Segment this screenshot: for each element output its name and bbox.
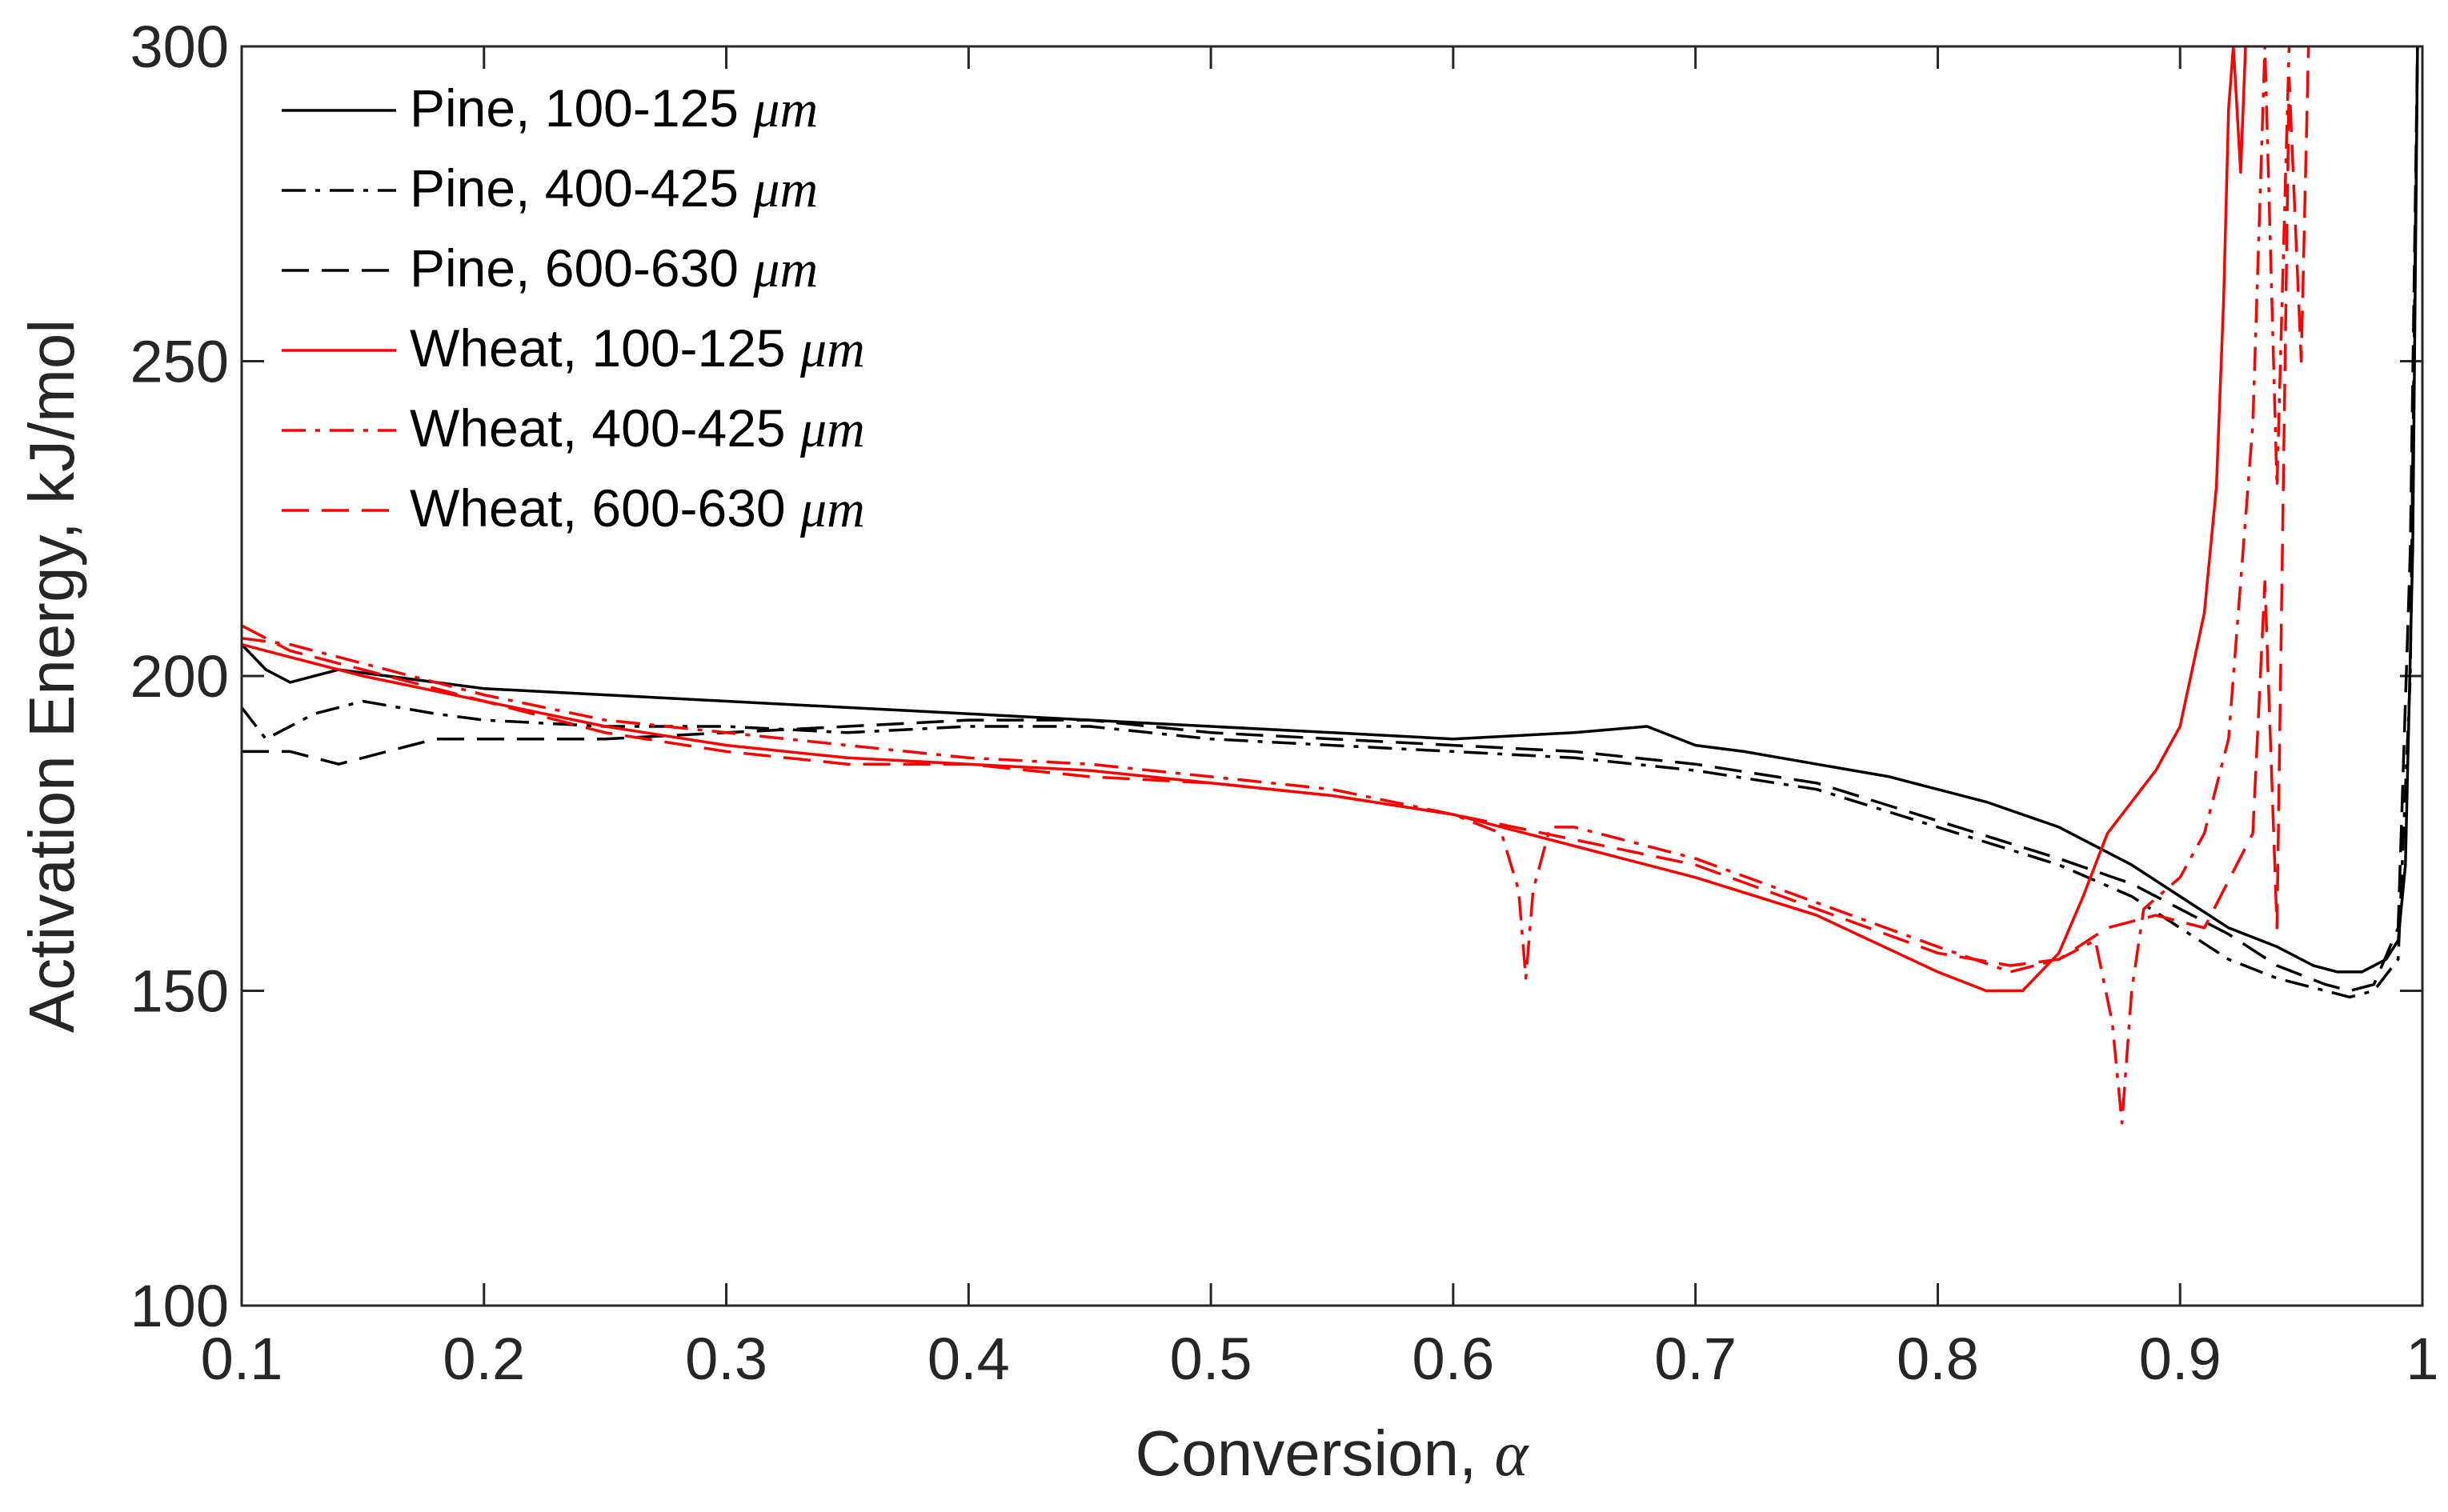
x-tick-label: 0.7 bbox=[1654, 1326, 1737, 1392]
y-tick-label: 300 bbox=[130, 14, 229, 80]
x-axis-label: Conversion, α bbox=[1135, 1418, 1529, 1490]
plot-area bbox=[242, 46, 2422, 1306]
x-tick-label: 0.5 bbox=[1170, 1326, 1252, 1392]
plot-frame bbox=[240, 45, 2424, 1307]
x-tick-label: 0.6 bbox=[1412, 1326, 1494, 1392]
legend-label-0: Pine, 100-125 μm bbox=[410, 78, 818, 138]
y-axis-label: Activation Energy, kJ/mol bbox=[16, 319, 87, 1033]
x-tick-label: 0.3 bbox=[685, 1326, 767, 1392]
x-tick-label: 0.1 bbox=[201, 1326, 283, 1392]
x-tick-label: 0.9 bbox=[2139, 1326, 2222, 1392]
y-tick-label: 250 bbox=[130, 329, 229, 395]
legend-label-5: Wheat, 600-630 μm bbox=[410, 478, 865, 538]
legend-label-3: Wheat, 100-125 μm bbox=[410, 318, 865, 378]
series-line-4 bbox=[242, 46, 2291, 1125]
series-line-3 bbox=[242, 46, 2247, 993]
x-tick-label: 1 bbox=[2406, 1326, 2438, 1392]
y-tick-label: 200 bbox=[130, 643, 229, 710]
legend-label-2: Pine, 600-630 μm bbox=[410, 238, 818, 298]
x-tick-label: 0.8 bbox=[1897, 1326, 1979, 1392]
legend: Pine, 100-125 μm Pine, 400-425 μm Pine, 60… bbox=[282, 78, 865, 538]
x-tick-label: 0.4 bbox=[928, 1326, 1010, 1392]
series-line-5 bbox=[242, 46, 2310, 967]
series-line-2 bbox=[242, 46, 2419, 993]
y-tick-label: 150 bbox=[130, 958, 229, 1025]
x-tick-label: 0.2 bbox=[443, 1326, 525, 1392]
data-series bbox=[242, 46, 2419, 1125]
series-line-1 bbox=[242, 46, 2419, 999]
tick-labels: 0.1 0.2 0.3 0.4 0.5 0.6 0.7 0.8 0.9 1 100 150 200 250… bbox=[130, 14, 2439, 1392]
legend-label-4: Wheat, 400-425 μm bbox=[410, 398, 865, 458]
series-line-0 bbox=[242, 46, 2419, 974]
y-tick-label: 100 bbox=[130, 1273, 229, 1339]
legend-label-1: Pine, 400-425 μm bbox=[410, 158, 818, 218]
